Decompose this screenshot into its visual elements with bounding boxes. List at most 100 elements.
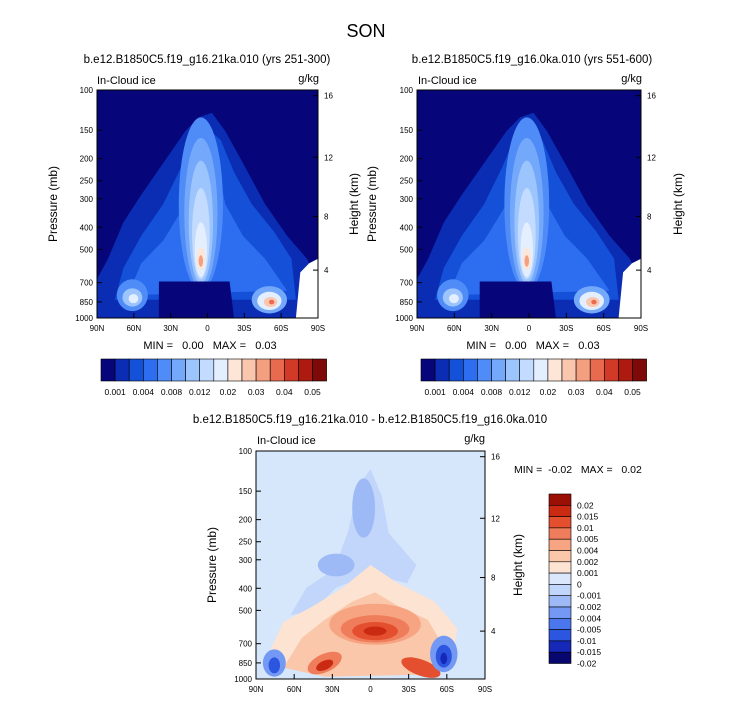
x-tick-label: 60S [597, 324, 611, 333]
y-tick-label: 150 [400, 126, 414, 135]
y2-tick-label: 12 [324, 153, 333, 162]
y-tick-label: 500 [80, 245, 94, 254]
colorbar-label: 0.001 [424, 387, 446, 397]
y2-axis-label: Height (km) [347, 173, 361, 235]
x-tick-label: 30S [559, 324, 573, 333]
x-tick-label: 90S [311, 324, 325, 333]
y-tick-label: 300 [239, 556, 253, 565]
min-max-stats: MIN = -0.02 MAX = 0.02 [514, 464, 642, 476]
y-tick-label: 300 [400, 195, 414, 204]
min-max-stats: MIN = 0.00 MAX = 0.03 [466, 340, 599, 352]
colorbar-swatch [548, 572, 572, 585]
colorbar-swatch [434, 358, 450, 382]
colorbar-swatch [548, 595, 572, 608]
panel-left-label: In-Cloud ice [257, 435, 316, 447]
colorbar-swatch [114, 358, 130, 382]
y-tick-label: 1000 [75, 314, 93, 323]
y2-axis-label: Height (km) [511, 534, 525, 596]
colorbar-swatch [213, 358, 229, 382]
y-tick-label: 150 [80, 126, 94, 135]
contour-level [401, 657, 441, 678]
colorbar-swatch [477, 358, 492, 382]
panel-left-label: In-Cloud ice [97, 75, 156, 87]
colorbar-label: 0.05 [304, 387, 321, 397]
colorbar-label: 0.01 [577, 523, 594, 533]
x-tick-label: 60N [287, 685, 302, 694]
colorbar-swatch [185, 358, 201, 382]
y-axis-label: Pressure (mb) [46, 166, 60, 242]
panel-21ka: b.e12.B1850C5.f19_g16.21ka.010 (yrs 251-… [46, 54, 361, 397]
x-tick-label: 60S [440, 685, 454, 694]
colorbar-label: -0.004 [577, 613, 601, 623]
x-tick-label: 90N [410, 324, 425, 333]
colorbar-swatch [548, 493, 572, 506]
colorbar-label: -0.001 [577, 591, 601, 601]
colorbar-swatch [519, 358, 535, 382]
colorbar-swatch [632, 358, 647, 382]
contour-level [158, 281, 234, 318]
colorbar-swatch [548, 640, 572, 653]
y-tick-label: 400 [400, 223, 414, 232]
colorbar-swatch [462, 358, 478, 382]
contour-level [268, 657, 281, 674]
colorbar-swatch [548, 550, 572, 563]
colorbar-swatch [255, 358, 271, 382]
contour-level [449, 294, 459, 304]
panel-title: b.e12.B1850C5.f19_g16.21ka.010 (yrs 251-… [84, 54, 331, 66]
colorbar-label: 0.04 [596, 387, 613, 397]
y-tick-label: 700 [239, 640, 253, 649]
y2-tick-label: 4 [324, 266, 329, 275]
panel-left-label: In-Cloud ice [418, 75, 477, 87]
colorbar-swatch [547, 358, 563, 382]
colorbar-label: 0.004 [133, 387, 155, 397]
colorbar-label: 0.012 [509, 387, 531, 397]
y-tick-label: 150 [239, 487, 253, 496]
panel-title: b.e12.B1850C5.f19_g16.21ka.010 - b.e12.B… [193, 414, 547, 426]
colorbar-label: 0.012 [189, 387, 211, 397]
contour-level [363, 626, 387, 636]
x-tick-label: 90N [249, 685, 264, 694]
colorbar-swatch [548, 629, 572, 642]
x-tick-label: 0 [368, 685, 373, 694]
colorbar-label: -0.01 [577, 636, 597, 646]
y-tick-label: 700 [400, 279, 414, 288]
colorbar-swatch [100, 358, 116, 382]
y2-tick-label: 8 [324, 213, 329, 222]
colorbar-label: -0.002 [577, 602, 601, 612]
x-tick-label: 30N [484, 324, 499, 333]
contour-level [268, 299, 275, 305]
figure-title: SON [346, 21, 385, 41]
y-tick-label: 850 [239, 659, 253, 668]
colorbar-swatch [533, 358, 549, 382]
y2-tick-label: 16 [324, 92, 333, 101]
colorbar-swatch [548, 606, 572, 619]
colorbar-swatch [548, 584, 572, 597]
contour-level [316, 659, 334, 671]
y-tick-label: 250 [239, 538, 253, 547]
colorbar-swatch [548, 538, 572, 551]
colorbar: 0.001 0.004 0.008 0.012 0.02 0.03 0.04 0.05 [100, 358, 327, 397]
panel-0ka: b.e12.B1850C5.f19_g16.0ka.010 (yrs 551-6… [365, 54, 685, 397]
panel-difference: b.e12.B1850C5.f19_g16.21ka.010 - b.e12.B… [193, 414, 642, 694]
y2-tick-label: 4 [491, 627, 496, 636]
colorbar-swatch [143, 358, 158, 382]
colorbar-swatch [283, 358, 299, 382]
x-tick-label: 60N [126, 324, 141, 333]
colorbar-swatch [298, 358, 313, 382]
colorbar-swatch [618, 358, 633, 382]
x-tick-label: 0 [205, 324, 210, 333]
contour-level [295, 258, 318, 318]
y-tick-label: 700 [80, 279, 94, 288]
colorbar-label: 0.002 [577, 557, 599, 567]
colorbar-label: 0.001 [577, 568, 599, 578]
y2-tick-label: 12 [491, 514, 500, 523]
contour-level [591, 299, 597, 305]
y2-tick-label: 8 [647, 213, 652, 222]
colorbar-swatch [603, 358, 619, 382]
colorbar-label: 0.03 [568, 387, 585, 397]
colorbar-swatch [241, 358, 257, 382]
y-tick-label: 100 [400, 86, 414, 95]
